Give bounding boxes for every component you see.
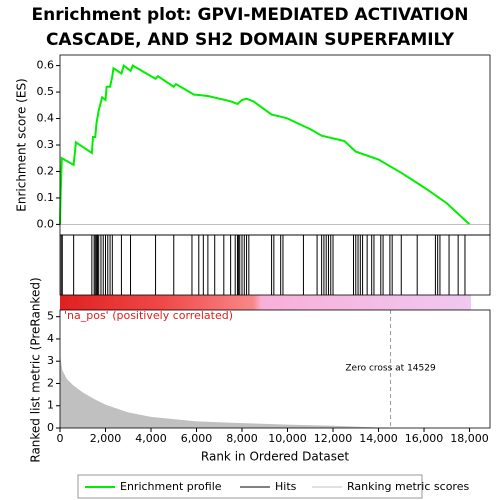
legend-label: Hits	[275, 480, 297, 493]
y-axis-label: Enrichment score (ES)	[15, 78, 29, 211]
x-tick-label: 8,000	[226, 432, 258, 445]
y-tick-label: 4	[47, 332, 54, 345]
x-tick-label: 14,000	[359, 432, 398, 445]
rank-band	[60, 295, 471, 310]
y-tick-label: 0.1	[37, 191, 55, 204]
y-tick-label: 0.6	[37, 59, 55, 72]
chart-title: Enrichment plot: GPVI-MEDIATED ACTIVATIO…	[31, 5, 468, 25]
x-tick-label: 10,000	[268, 432, 307, 445]
plot-frame	[59, 234, 491, 296]
x-tick-label: 0	[57, 432, 64, 445]
y-axis-label: Ranked list metric (PreRanked)	[29, 277, 43, 462]
y-tick-label: 0.4	[37, 112, 55, 125]
x-tick-label: 4,000	[135, 432, 167, 445]
legend-label: Ranking metric scores	[347, 480, 469, 493]
y-tick-label: 0.3	[37, 138, 55, 151]
x-tick-label: 12,000	[314, 432, 353, 445]
y-tick-label: 3	[47, 354, 54, 367]
x-tick-label: 6,000	[181, 432, 213, 445]
y-tick-label: 0.0	[37, 217, 55, 230]
plot-frame	[59, 54, 491, 236]
metric-area	[60, 354, 470, 428]
y-tick-label: 0.2	[37, 164, 55, 177]
legend-label: Enrichment profile	[120, 480, 222, 493]
legend-box	[77, 474, 423, 499]
y-tick-label: 0.5	[37, 85, 55, 98]
es-curve	[59, 63, 471, 226]
y-tick-label: 2	[47, 376, 54, 389]
x-tick-label: 2,000	[90, 432, 122, 445]
chart-title: CASCADE, AND SH2 DOMAIN SUPERFAMILY	[46, 30, 455, 50]
y-tick-label: 0	[47, 421, 54, 434]
x-tick-label: 16,000	[405, 432, 444, 445]
x-axis-label: Rank in Ordered Dataset	[201, 450, 349, 464]
annotation: Zero cross at 14529	[345, 364, 436, 374]
band-label: 'na_pos' (positively correlated)	[64, 309, 233, 322]
y-tick-label: 1	[47, 399, 54, 412]
y-tick-label: 5	[47, 310, 54, 323]
x-tick-label: 18,000	[450, 432, 489, 445]
plot-frame	[59, 309, 491, 429]
